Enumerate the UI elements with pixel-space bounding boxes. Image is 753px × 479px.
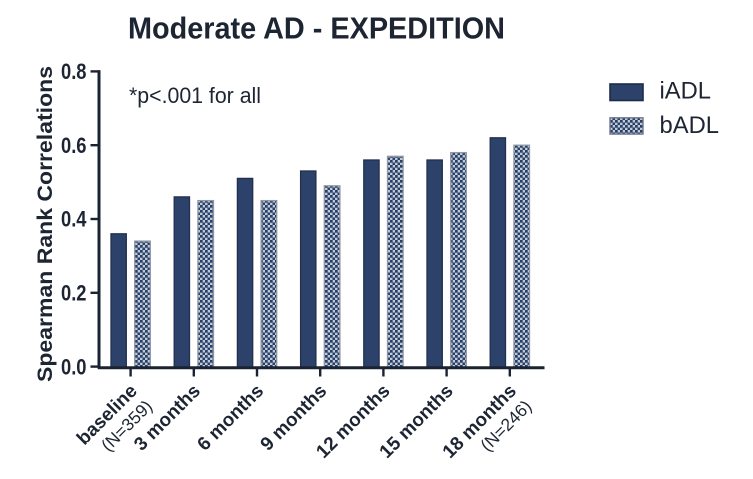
svg-text:Moderate AD - EXPEDITION: Moderate AD - EXPEDITION	[128, 11, 505, 46]
svg-text:0.4: 0.4	[61, 207, 87, 232]
svg-text:0.6: 0.6	[61, 133, 87, 158]
svg-text:0.0: 0.0	[61, 354, 87, 379]
svg-text:0.8: 0.8	[61, 59, 87, 84]
svg-text:iADL: iADL	[660, 78, 712, 105]
svg-text:Spearman Rank Correlations: Spearman Rank Correlations	[33, 66, 57, 382]
svg-text:0.2: 0.2	[61, 281, 87, 306]
svg-text:bADL: bADL	[660, 112, 720, 139]
svg-text:*p<.001 for all: *p<.001 for all	[129, 83, 261, 108]
